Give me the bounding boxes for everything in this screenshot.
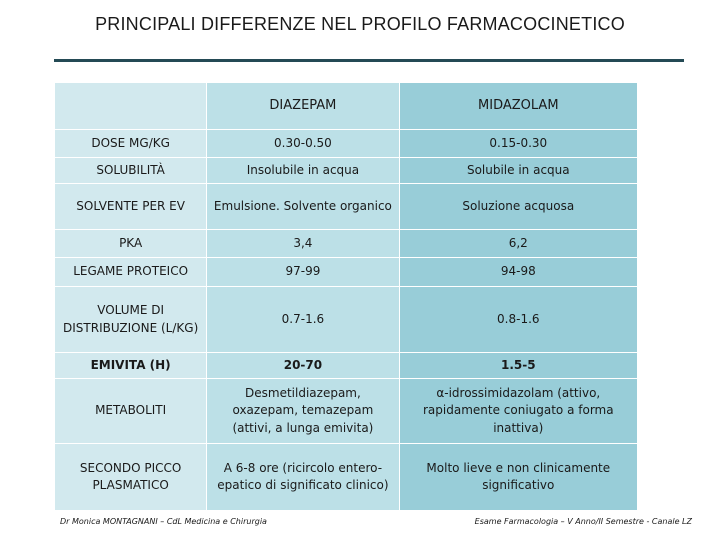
row-label: METABOLITI	[53, 378, 208, 444]
table-row: PKA 3,4 6,2	[53, 229, 639, 258]
row-label: LEGAME PROTEICO	[53, 257, 208, 287]
midazolam-cell: Molto lieve e non clinicamente significa…	[398, 443, 639, 511]
table-row: LEGAME PROTEICO 97-99 94-98	[53, 257, 639, 287]
table-row: SOLUBILITÀ Insolubile in acqua Solubile …	[53, 157, 639, 184]
table-row: DOSE MG/KG 0.30-0.50 0.15-0.30	[53, 129, 639, 158]
diazepam-cell: 3,4	[206, 229, 400, 258]
midazolam-cell: α-idrossimidazolam (attivo, rapidamente …	[398, 378, 639, 444]
page-title: PRINCIPALI DIFFERENZE NEL PROFILO FARMAC…	[95, 14, 625, 34]
diazepam-cell: Insolubile in acqua	[206, 157, 400, 184]
footer-author: Dr Monica MONTAGNANI – CdL Medicina e Ch…	[60, 517, 267, 526]
table-row: VOLUME DI DISTRIBUZIONE (L/KG) 0.7-1.6 0…	[53, 286, 639, 353]
diazepam-cell: 0.30-0.50	[206, 129, 400, 158]
row-label: DOSE MG/KG	[53, 129, 208, 158]
midazolam-cell: 6,2	[398, 229, 639, 258]
midazolam-cell: 1.5-5	[398, 352, 639, 379]
diazepam-cell: 0.7-1.6	[206, 286, 400, 353]
table-header-row: DIAZEPAM MIDAZOLAM	[53, 82, 639, 130]
row-label: PKA	[53, 229, 208, 258]
diazepam-cell: 97-99	[206, 257, 400, 287]
row-label: EMIVITA (H)	[53, 352, 208, 379]
row-label: SOLUBILITÀ	[53, 157, 208, 184]
row-label: SOLVENTE PER EV	[53, 183, 208, 230]
table-row: METABOLITI Desmetildiazepam, oxazepam, t…	[53, 378, 639, 444]
header-diazepam: DIAZEPAM	[206, 82, 400, 130]
table-row: SOLVENTE PER EV Emulsione. Solvente orga…	[53, 183, 639, 230]
midazolam-cell: Soluzione acquosa	[398, 183, 639, 230]
diazepam-cell: A 6-8 ore (ricircolo entero-epatico di s…	[206, 443, 400, 511]
footer-course: Esame Farmacologia – V Anno/II Semestre …	[474, 517, 692, 526]
comparison-table: DIAZEPAM MIDAZOLAM DOSE MG/KG 0.30-0.50 …	[53, 82, 639, 511]
diazepam-cell: 20-70	[206, 352, 400, 379]
header-empty-cell	[53, 82, 208, 130]
midazolam-cell: 94-98	[398, 257, 639, 287]
diazepam-cell: Emulsione. Solvente organico	[206, 183, 400, 230]
diazepam-cell: Desmetildiazepam, oxazepam, temazepam (a…	[206, 378, 400, 444]
header-midazolam: MIDAZOLAM	[398, 82, 639, 130]
title-divider	[54, 59, 684, 62]
table-row: EMIVITA (H) 20-70 1.5-5	[53, 352, 639, 379]
row-label: SECONDO PICCO PLASMATICO	[53, 443, 208, 511]
midazolam-cell: 0.8-1.6	[398, 286, 639, 353]
midazolam-cell: 0.15-0.30	[398, 129, 639, 158]
table-row: SECONDO PICCO PLASMATICO A 6-8 ore (rici…	[53, 443, 639, 511]
midazolam-cell: Solubile in acqua	[398, 157, 639, 184]
row-label: VOLUME DI DISTRIBUZIONE (L/KG)	[53, 286, 208, 353]
